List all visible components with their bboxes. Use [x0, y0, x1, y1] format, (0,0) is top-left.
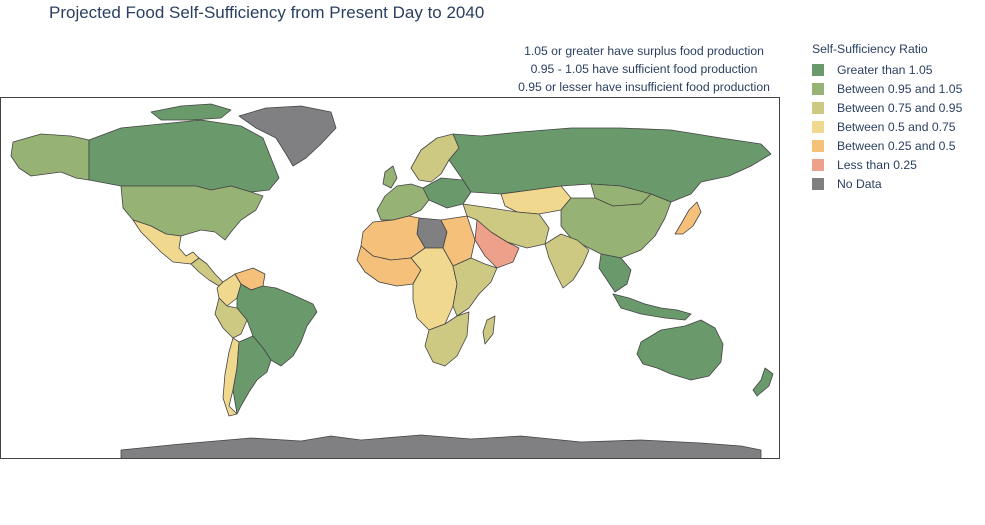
- region-mexico[interactable]: [132, 219, 200, 265]
- region-southern-africa[interactable]: [424, 311, 470, 367]
- legend-swatch: [812, 139, 824, 152]
- legend-item[interactable]: Between 0.5 and 0.75: [812, 117, 962, 136]
- region-central-america[interactable]: [190, 257, 224, 287]
- region-australia[interactable]: [636, 319, 724, 381]
- annotation-line-surplus: 1.05 or greater have surplus food produc…: [524, 44, 764, 58]
- legend-items: Greater than 1.05 Between 0.95 and 1.05 Be…: [812, 60, 962, 193]
- region-eastern-europe[interactable]: [422, 177, 472, 209]
- legend-swatch: [812, 101, 824, 114]
- legend-item[interactable]: Between 0.95 and 1.05: [812, 79, 962, 98]
- region-alaska[interactable]: [10, 133, 90, 181]
- region-russia[interactable]: [448, 127, 772, 203]
- legend: Self-Sufficiency Ratio Greater than 1.05…: [812, 42, 962, 193]
- region-japan[interactable]: [674, 201, 702, 235]
- region-east-africa[interactable]: [452, 257, 498, 317]
- legend-item[interactable]: Less than 0.25: [812, 155, 962, 174]
- legend-label: Between 0.5 and 0.75: [837, 119, 956, 134]
- region-uk[interactable]: [382, 165, 398, 189]
- legend-swatch: [812, 63, 824, 76]
- annotation-line-sufficient: 0.95 - 1.05 have sufficient food product…: [530, 62, 758, 76]
- region-middle-east[interactable]: [462, 203, 550, 249]
- annotation-text: 1.05 or greater have surplus food produc…: [500, 42, 788, 96]
- legend-item[interactable]: Between 0.75 and 0.95: [812, 98, 962, 117]
- legend-item[interactable]: Between 0.25 and 0.5: [812, 136, 962, 155]
- region-madagascar[interactable]: [482, 315, 496, 345]
- region-north-africa[interactable]: [360, 215, 426, 261]
- legend-swatch: [812, 158, 824, 171]
- region-greenland[interactable]: [238, 105, 337, 167]
- region-argentina[interactable]: [232, 335, 272, 415]
- legend-label: No Data: [837, 176, 882, 191]
- region-indonesia[interactable]: [612, 293, 692, 321]
- region-southeast-asia[interactable]: [598, 253, 632, 293]
- legend-label: Less than 0.25: [837, 157, 917, 172]
- legend-swatch: [812, 120, 824, 133]
- legend-label: Greater than 1.05: [837, 62, 933, 77]
- region-central-africa[interactable]: [410, 247, 458, 331]
- region-new-zealand[interactable]: [752, 367, 774, 397]
- chart-title: Projected Food Self-Sufficiency from Pre…: [49, 3, 485, 22]
- region-saudi-arabia[interactable]: [474, 219, 520, 269]
- legend-label: Between 0.25 and 0.5: [837, 138, 956, 153]
- map-svg: [10, 103, 774, 459]
- region-india[interactable]: [544, 233, 590, 289]
- legend-label: Between 0.75 and 0.95: [837, 100, 963, 115]
- legend-swatch: [812, 177, 824, 190]
- legend-title: Self-Sufficiency Ratio: [812, 42, 928, 56]
- legend-item[interactable]: No Data: [812, 174, 962, 193]
- region-western-europe[interactable]: [376, 183, 430, 221]
- region-canada[interactable]: [88, 119, 280, 193]
- world-map[interactable]: [0, 97, 780, 459]
- region-brazil[interactable]: [236, 283, 318, 367]
- region-canada-islands[interactable]: [150, 103, 232, 121]
- annotation-line-insufficient: 0.95 or lesser have insufficient food pr…: [518, 80, 770, 94]
- legend-swatch: [812, 82, 824, 95]
- legend-item[interactable]: Greater than 1.05: [812, 60, 962, 79]
- region-peru[interactable]: [214, 297, 248, 339]
- region-antarctica[interactable]: [120, 434, 762, 459]
- legend-label: Between 0.95 and 1.05: [837, 81, 963, 96]
